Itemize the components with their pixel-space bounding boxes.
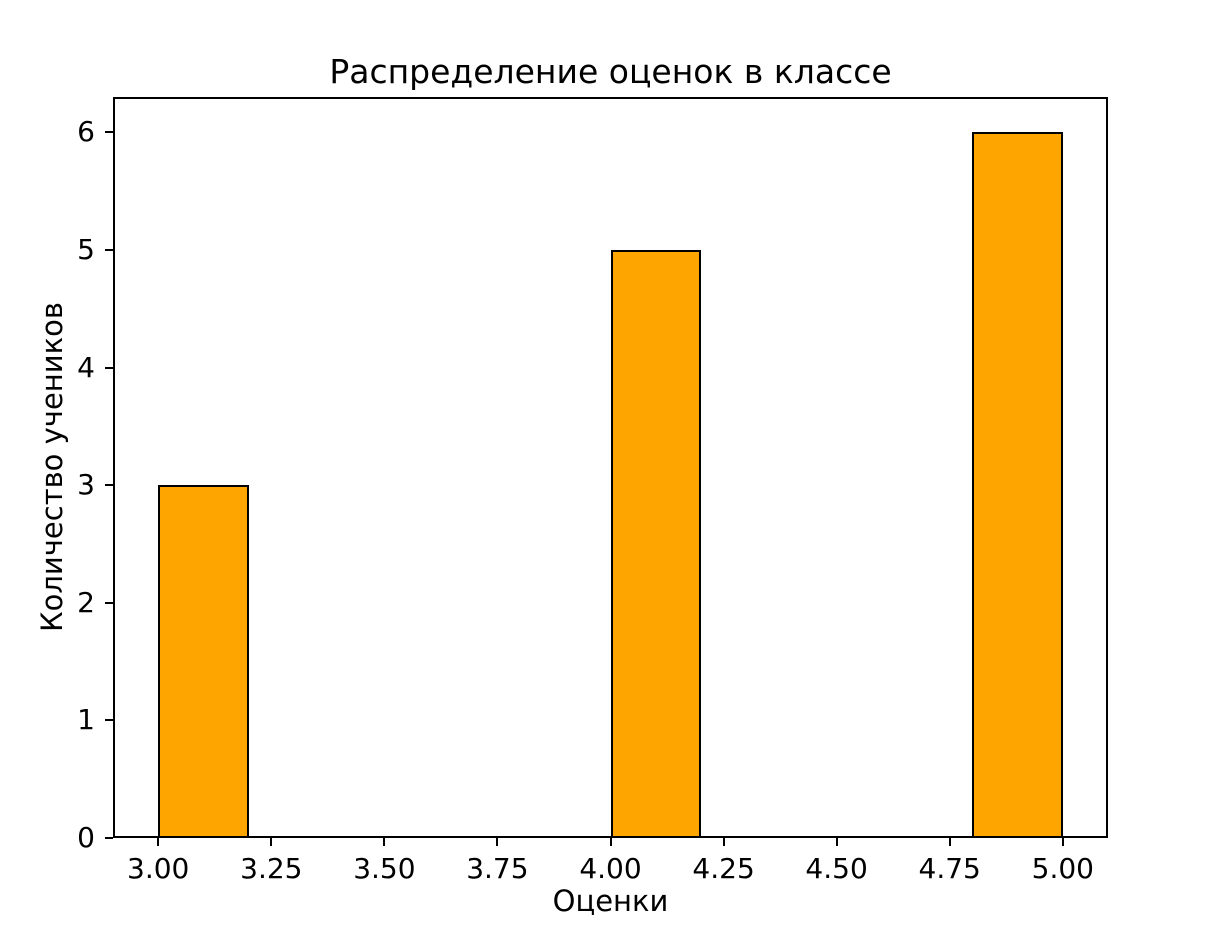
bar — [972, 132, 1063, 838]
x-tick-mark — [270, 838, 273, 846]
y-tick-mark — [105, 601, 113, 604]
x-tick-label: 4.50 — [805, 852, 868, 885]
x-tick-label: 4.75 — [918, 852, 981, 885]
y-tick-label: 5 — [77, 232, 95, 266]
y-tick-mark — [105, 837, 113, 839]
y-tick-mark — [105, 484, 113, 487]
chart-title: Распределение оценок в классе — [329, 52, 892, 91]
y-tick-label: 2 — [77, 585, 95, 619]
x-tick-mark — [948, 838, 951, 846]
x-tick-mark — [496, 838, 499, 846]
y-tick-mark — [105, 131, 113, 134]
x-axis-label: Оценки — [552, 884, 669, 918]
x-tick-mark — [383, 838, 386, 846]
x-tick-mark — [835, 838, 838, 846]
x-tick-label: 4.25 — [692, 852, 755, 885]
bar — [158, 485, 249, 838]
x-tick-label: 5.00 — [1031, 852, 1094, 885]
y-tick-label: 6 — [77, 115, 95, 149]
y-tick-label: 1 — [77, 703, 95, 737]
y-tick-mark — [105, 719, 113, 722]
x-tick-label: 3.50 — [353, 852, 416, 885]
x-tick-label: 4.00 — [579, 852, 642, 885]
x-tick-mark — [1061, 838, 1064, 846]
x-tick-mark — [157, 838, 160, 846]
y-tick-label: 4 — [77, 350, 95, 384]
x-tick-mark — [609, 838, 612, 846]
x-tick-label: 3.25 — [240, 852, 303, 885]
y-tick-label: 3 — [77, 468, 95, 502]
x-tick-label: 3.00 — [127, 852, 190, 885]
bar — [610, 249, 701, 838]
y-tick-mark — [105, 366, 113, 369]
y-tick-label: 0 — [77, 821, 95, 854]
x-tick-mark — [722, 838, 725, 846]
y-tick-mark — [105, 248, 113, 251]
x-tick-label: 3.75 — [466, 852, 529, 885]
